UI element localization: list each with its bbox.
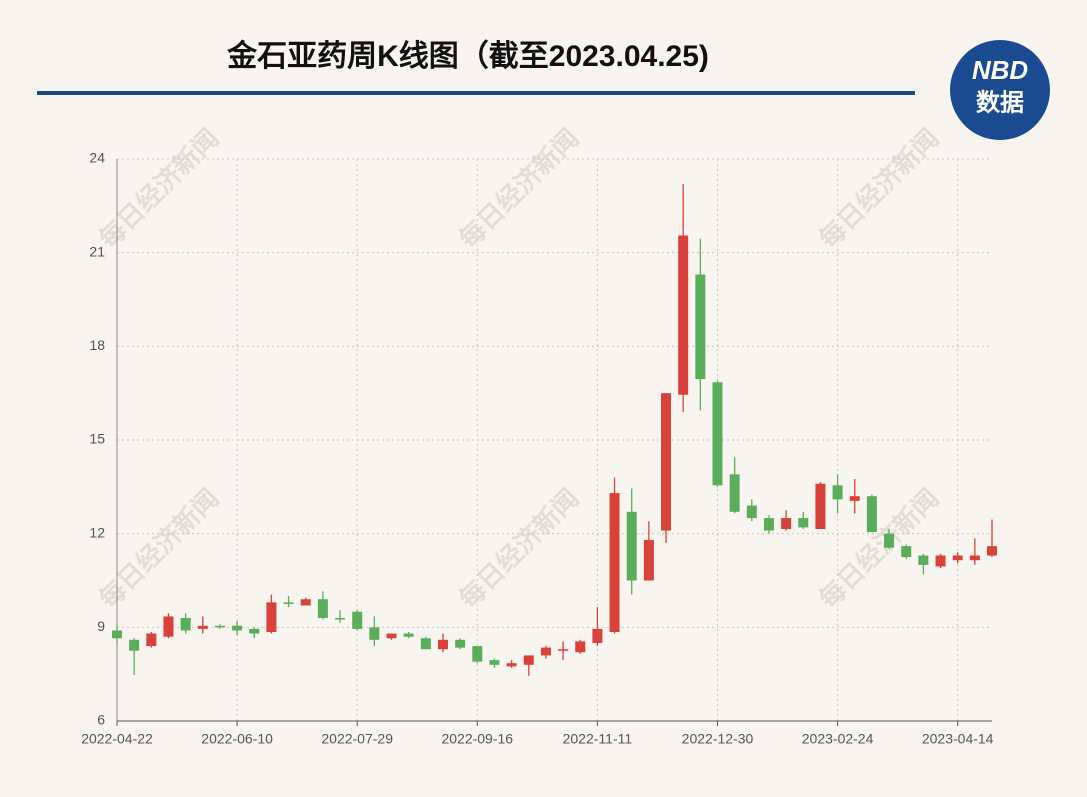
candle-body	[832, 485, 843, 500]
candle-body	[249, 628, 260, 634]
candle-body	[180, 617, 191, 631]
x-tick-label: 2022-12-30	[682, 731, 754, 747]
candle-body	[609, 493, 620, 633]
candle-body	[849, 496, 860, 501]
candle-body	[386, 633, 397, 639]
candle-body	[884, 533, 895, 548]
watermark: 每日经济新闻	[813, 123, 945, 255]
candle-body	[558, 649, 569, 651]
logo	[950, 40, 1050, 140]
candle-body	[540, 647, 551, 656]
x-tick-label: 2022-04-22	[81, 731, 153, 747]
candle-body	[935, 555, 946, 567]
y-tick-label: 18	[89, 337, 105, 353]
candle-body	[695, 274, 706, 380]
candle-body	[112, 630, 122, 639]
candle-body	[781, 518, 792, 529]
candle-body	[352, 611, 363, 629]
y-tick-label: 12	[89, 524, 105, 540]
candle-body	[712, 382, 723, 486]
candle-body	[163, 616, 174, 637]
candle-body	[129, 639, 140, 651]
candle-body	[626, 511, 637, 581]
candle-body	[575, 641, 586, 653]
watermark: 每日经济新闻	[453, 123, 585, 255]
candle-body	[317, 599, 328, 618]
watermark: 每日经济新闻	[813, 483, 945, 615]
candle-body	[678, 235, 689, 395]
candle-body	[232, 625, 243, 631]
candle-body	[729, 474, 740, 512]
candle-body	[901, 546, 912, 558]
candle-body	[643, 539, 654, 581]
y-tick-label: 24	[89, 150, 105, 166]
x-tick-label: 2023-04-14	[922, 731, 994, 747]
candle-body	[815, 483, 826, 529]
y-tick-label: 9	[97, 618, 105, 634]
candle-body	[952, 555, 963, 561]
candle-body	[455, 639, 466, 648]
y-tick-label: 15	[89, 431, 105, 447]
candle-body	[506, 663, 517, 667]
candle-body	[197, 625, 208, 629]
candle-body	[214, 625, 225, 628]
candle-body	[146, 633, 157, 647]
watermarks: 每日经济新闻 每日经济新闻 每日经济新闻 每日经济新闻 每日经济新闻 每日经济新…	[93, 123, 945, 615]
candle-body	[763, 518, 774, 531]
title-rule	[37, 91, 915, 95]
watermark: 每日经济新闻	[93, 123, 225, 255]
candle-body	[437, 639, 448, 650]
candle-body	[403, 633, 414, 637]
logo-text: NBD	[972, 55, 1029, 85]
candle-body	[661, 393, 672, 531]
candle-body	[969, 555, 980, 561]
candle-body	[369, 627, 380, 640]
candle-body	[300, 599, 311, 606]
x-tick-label: 2022-07-29	[321, 731, 393, 747]
candle-body	[987, 546, 997, 556]
candle-body	[420, 638, 431, 650]
candle-body	[866, 496, 877, 533]
candle-body	[335, 617, 346, 620]
watermark: 每日经济新闻	[93, 483, 225, 615]
y-tick-label: 6	[97, 712, 105, 728]
candle-body	[283, 602, 294, 604]
x-tick-label: 2022-09-16	[441, 731, 513, 747]
candle-body	[746, 505, 757, 519]
candle-body	[798, 518, 809, 528]
candle-body	[523, 655, 534, 665]
x-tick-label: 2022-06-10	[201, 731, 273, 747]
x-tick-label: 2022-11-11	[563, 731, 633, 747]
candle-body	[266, 602, 277, 633]
y-tick-label: 21	[89, 243, 105, 259]
watermark: 每日经济新闻	[453, 483, 585, 615]
candle-body	[918, 555, 929, 565]
candle-body	[592, 628, 603, 643]
candle-body	[472, 646, 483, 662]
chart-title: 金石亚药周K线图（截至2023.04.25)	[226, 39, 709, 73]
logo-text: 数据	[976, 89, 1024, 116]
candle-body	[489, 660, 500, 665]
x-tick-label: 2023-02-24	[802, 731, 874, 747]
